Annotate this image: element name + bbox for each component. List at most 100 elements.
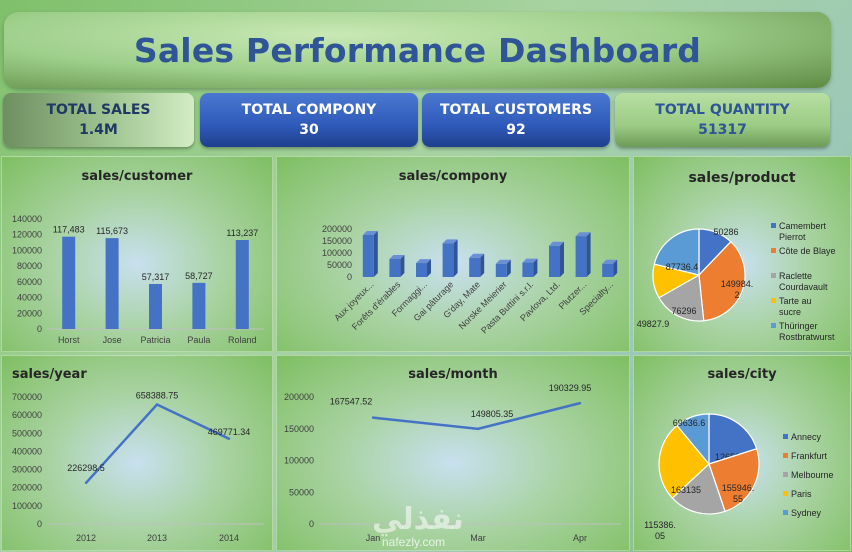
chart-sales-product: sales/product 50286 149984. 2 76296 49827.9 8…	[633, 156, 851, 352]
legend-swatch	[771, 223, 776, 228]
kpi-total-company: TOTAL COMPONY 30	[200, 93, 418, 147]
pie-slice	[658, 424, 710, 499]
legend-swatch	[771, 248, 776, 253]
dashboard-header: Sales Performance Dashboard	[4, 12, 831, 88]
x-tick-label: Mar	[470, 533, 486, 543]
x-tick-label: 2014	[219, 533, 239, 543]
bar	[495, 263, 507, 277]
bar-side	[586, 232, 591, 277]
kpi-value: 92	[506, 122, 526, 138]
pie-slice	[698, 240, 746, 322]
chart-title: sales/product	[688, 170, 796, 186]
pie-slice	[708, 413, 758, 465]
kpi-total-quantity: TOTAL QUANTITY 51317	[615, 93, 830, 147]
kpi-label: TOTAL CUSTOMERS	[439, 102, 593, 118]
data-label: 226298.5	[67, 463, 105, 473]
y-tick-label: 400000	[12, 446, 42, 456]
legend-swatch	[783, 510, 788, 515]
y-tick-label: 100000	[12, 501, 42, 511]
y-tick-label: 50000	[289, 487, 314, 497]
legend-label: Raclette Courdavault	[779, 271, 828, 292]
bar-side	[373, 231, 378, 277]
legend-label: Côte de Blaye	[779, 246, 836, 256]
y-tick-label: 60000	[17, 277, 42, 287]
pie-slice	[658, 274, 705, 322]
kpi-value: 30	[299, 122, 319, 138]
y-tick-label: 300000	[12, 465, 42, 475]
y-tick-label: 0	[347, 272, 352, 282]
bar	[362, 235, 374, 277]
y-tick-label: 40000	[17, 293, 42, 303]
legend-label: Melbourne	[791, 470, 834, 480]
x-tick-label: 2013	[147, 533, 167, 543]
y-tick-label: 120000	[12, 230, 42, 240]
legend-swatch	[783, 453, 788, 458]
data-point	[227, 437, 231, 440]
kpi-label: TOTAL COMPONY	[241, 102, 377, 118]
data-label: 115,673	[96, 226, 128, 236]
kpi-label: TOTAL SALES	[46, 102, 151, 118]
legend-label: Sydney	[791, 508, 822, 518]
y-tick-label: 0	[37, 324, 42, 334]
bar	[192, 282, 206, 329]
data-label: 58,727	[185, 271, 213, 281]
legend-swatch	[771, 298, 776, 303]
bar	[149, 283, 162, 329]
watermark-site: nafezly.com	[382, 535, 446, 549]
data-label: 76296	[671, 306, 696, 316]
data-label: 658388.75	[136, 391, 179, 401]
legend-label: Frankfurt	[791, 451, 828, 461]
bar-side	[506, 259, 511, 277]
data-label: 469771.34	[208, 427, 251, 437]
legend-label: Camembert Pierrot	[779, 221, 827, 242]
bar-side	[560, 241, 564, 277]
chart-title: sales/month	[408, 367, 498, 382]
data-label: 49827.9	[637, 319, 670, 329]
y-tick-label: 50000	[327, 260, 352, 270]
data-label: 167547.52	[330, 397, 373, 407]
y-tick-label: 150000	[322, 236, 352, 246]
y-tick-label: 200000	[12, 483, 42, 493]
pie-slice	[708, 448, 760, 513]
y-tick-label: 80000	[17, 261, 42, 271]
kpi-label: TOTAL QUANTITY	[655, 102, 790, 118]
data-label: 117,483	[53, 225, 85, 235]
page-title: Sales Performance Dashboard	[133, 30, 702, 70]
bar	[105, 238, 119, 329]
pie-slice	[671, 462, 726, 515]
data-label: 113,237	[226, 228, 258, 238]
data-point	[84, 481, 88, 485]
bar	[602, 263, 614, 277]
bar	[389, 259, 401, 277]
chart-sales-customer: sales/customer 0 20000 40000 60000 80000 1000…	[1, 156, 273, 352]
chart-title: sales/year	[12, 367, 87, 382]
legend-swatch	[783, 472, 788, 477]
y-tick-label: 600000	[12, 410, 42, 420]
x-tick-label: Horst	[58, 335, 80, 345]
y-tick-label: 200000	[322, 224, 352, 234]
x-tick-label: Roland	[228, 335, 257, 345]
kpi-value: 51317	[698, 122, 747, 138]
kpi-value: 1.4M	[79, 122, 118, 138]
line-chart-svg: 0 100000 200000 300000 400000 500000 600000 700…	[12, 391, 264, 543]
data-label: 155946. 55	[722, 483, 755, 504]
chart-sales-year: sales/year 0 100000 200000 300000 400000 5000…	[1, 355, 273, 551]
data-label: 115386. 05	[644, 520, 676, 541]
pie-chart-svg: 126582155946.55115386.0516313569636.6Ann…	[644, 413, 834, 541]
y-tick-label: 100000	[12, 245, 42, 255]
x-tick-label: Jan	[366, 533, 381, 543]
bar-side	[613, 259, 618, 277]
y-tick-label: 140000	[12, 214, 42, 224]
bar	[549, 245, 560, 277]
bar	[442, 243, 454, 277]
data-label: 50286	[713, 227, 738, 237]
bar-top	[602, 259, 618, 264]
x-tick-label: Jose	[103, 335, 122, 345]
y-tick-label: 100000	[322, 248, 352, 258]
bar-chart-svg: 0 20000 40000 60000 80000 100000 120000 140000 1…	[12, 214, 264, 345]
bar-side	[400, 255, 405, 277]
kpi-total-sales: TOTAL SALES 1.4M	[3, 93, 194, 147]
y-tick-label: 20000	[17, 308, 42, 318]
